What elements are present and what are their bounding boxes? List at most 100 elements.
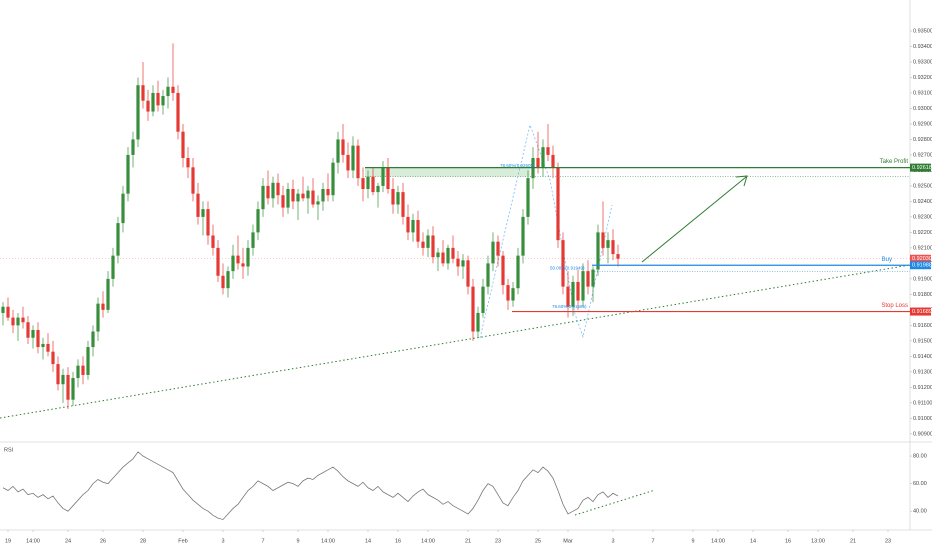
candle-body [516, 255, 520, 289]
candle-body [151, 92, 155, 112]
candle-body [161, 96, 165, 106]
candle-body [346, 154, 350, 171]
x-tick-label: 23 [885, 538, 891, 544]
rsi-y-tick-label: 60.00 [913, 481, 927, 487]
candle-body [271, 182, 275, 199]
candle-body [301, 193, 305, 199]
arrow-shaft [641, 176, 747, 263]
rsi-label: RSI [4, 447, 14, 453]
candle-body [276, 182, 280, 196]
candle-body [386, 167, 390, 190]
candle-body [596, 232, 600, 270]
candle-body [146, 100, 150, 112]
candle-body [16, 317, 20, 326]
candle-body [456, 258, 460, 267]
candle-body [26, 322, 30, 338]
x-tick-label: 13:00 [811, 538, 825, 544]
x-tick-label: 21 [465, 538, 471, 544]
candle-body [186, 158, 190, 168]
candle-body [236, 255, 240, 264]
candle-body [486, 263, 490, 287]
candle-body [536, 158, 540, 168]
y-tick-label: 0.93000 [913, 106, 932, 112]
candle-body [366, 176, 370, 190]
candle-body [106, 278, 110, 310]
y-tick-label: 0.91300 [913, 369, 932, 375]
candle-body [221, 275, 225, 289]
candle-body [396, 192, 400, 205]
level-label: 0.91988 [912, 263, 932, 269]
candle-body [606, 240, 610, 248]
x-tick-label: 19 [5, 538, 11, 544]
candle-body [371, 176, 375, 193]
target-arrow [641, 175, 748, 263]
y-tick-label: 0.92400 [913, 199, 932, 205]
fib-annotation: 78.60%(0.91685) [552, 304, 587, 309]
level-label: 0.91689 [912, 309, 932, 315]
x-tick-label: 14:00 [26, 538, 40, 544]
candle-body [556, 167, 560, 241]
candle-body [316, 201, 320, 205]
y-tick-label: 0.90900 [913, 431, 932, 437]
candle-body [196, 193, 200, 217]
x-tick-label: 14 [365, 538, 371, 544]
candle-body [281, 195, 285, 208]
candle-body [206, 209, 210, 236]
level-name: Buy [882, 257, 892, 263]
candle-body [261, 185, 265, 210]
x-tick-label: 9 [296, 538, 299, 544]
x-tick-label: 26 [100, 538, 106, 544]
candle-body [476, 312, 480, 332]
candle-body [481, 286, 485, 313]
candle-body [401, 192, 405, 217]
candle-body [561, 240, 565, 287]
x-tick-label: 28 [140, 538, 146, 544]
candle-body [256, 209, 260, 233]
candle-body [466, 260, 470, 287]
candle-body [331, 162, 335, 196]
level-label: 0.92618 [912, 165, 932, 171]
x-tick-label: 14:00 [421, 538, 435, 544]
x-tick-label: 23 [495, 538, 501, 544]
y-tick-label: 0.93300 [913, 59, 932, 65]
candle-body [46, 343, 50, 352]
candle-body [116, 223, 120, 256]
candle-body [181, 131, 185, 159]
x-tick-label: 24 [65, 538, 71, 544]
candle-body [391, 189, 395, 205]
candle-body [36, 330, 40, 348]
x-tick-label: 16 [395, 538, 401, 544]
candle-body [141, 85, 145, 101]
candle-body [231, 255, 235, 272]
candle-body [451, 247, 455, 259]
candle-body [326, 189, 330, 196]
candle-body [306, 190, 310, 199]
candle-body [11, 317, 15, 326]
candle-body [376, 185, 380, 193]
candle-body [51, 351, 55, 365]
candle-body [241, 263, 245, 267]
y-tick-label: 0.92500 [913, 183, 932, 189]
candle-body [521, 216, 525, 256]
x-tick-label: Mar [563, 538, 573, 544]
candle-body [266, 185, 270, 199]
x-tick-label: 9 [691, 538, 694, 544]
current-price-tag [910, 254, 931, 263]
y-tick-label: 0.93400 [913, 44, 932, 50]
candle-body [136, 85, 140, 140]
candle-body [361, 178, 365, 190]
candle-body [611, 240, 615, 255]
x-tick-label: 7 [651, 538, 654, 544]
candle-body [411, 220, 415, 233]
candle-body [616, 254, 620, 259]
candle-body [461, 260, 465, 267]
candle-body [31, 330, 35, 338]
candle-body [586, 271, 590, 287]
y-tick-label: 0.93100 [913, 90, 932, 96]
x-tick-label: 3 [611, 538, 614, 544]
candle-body [581, 271, 585, 301]
candle-body [356, 145, 360, 179]
candle-body [1, 306, 5, 313]
current-price-label: 0.92030 [912, 256, 932, 262]
